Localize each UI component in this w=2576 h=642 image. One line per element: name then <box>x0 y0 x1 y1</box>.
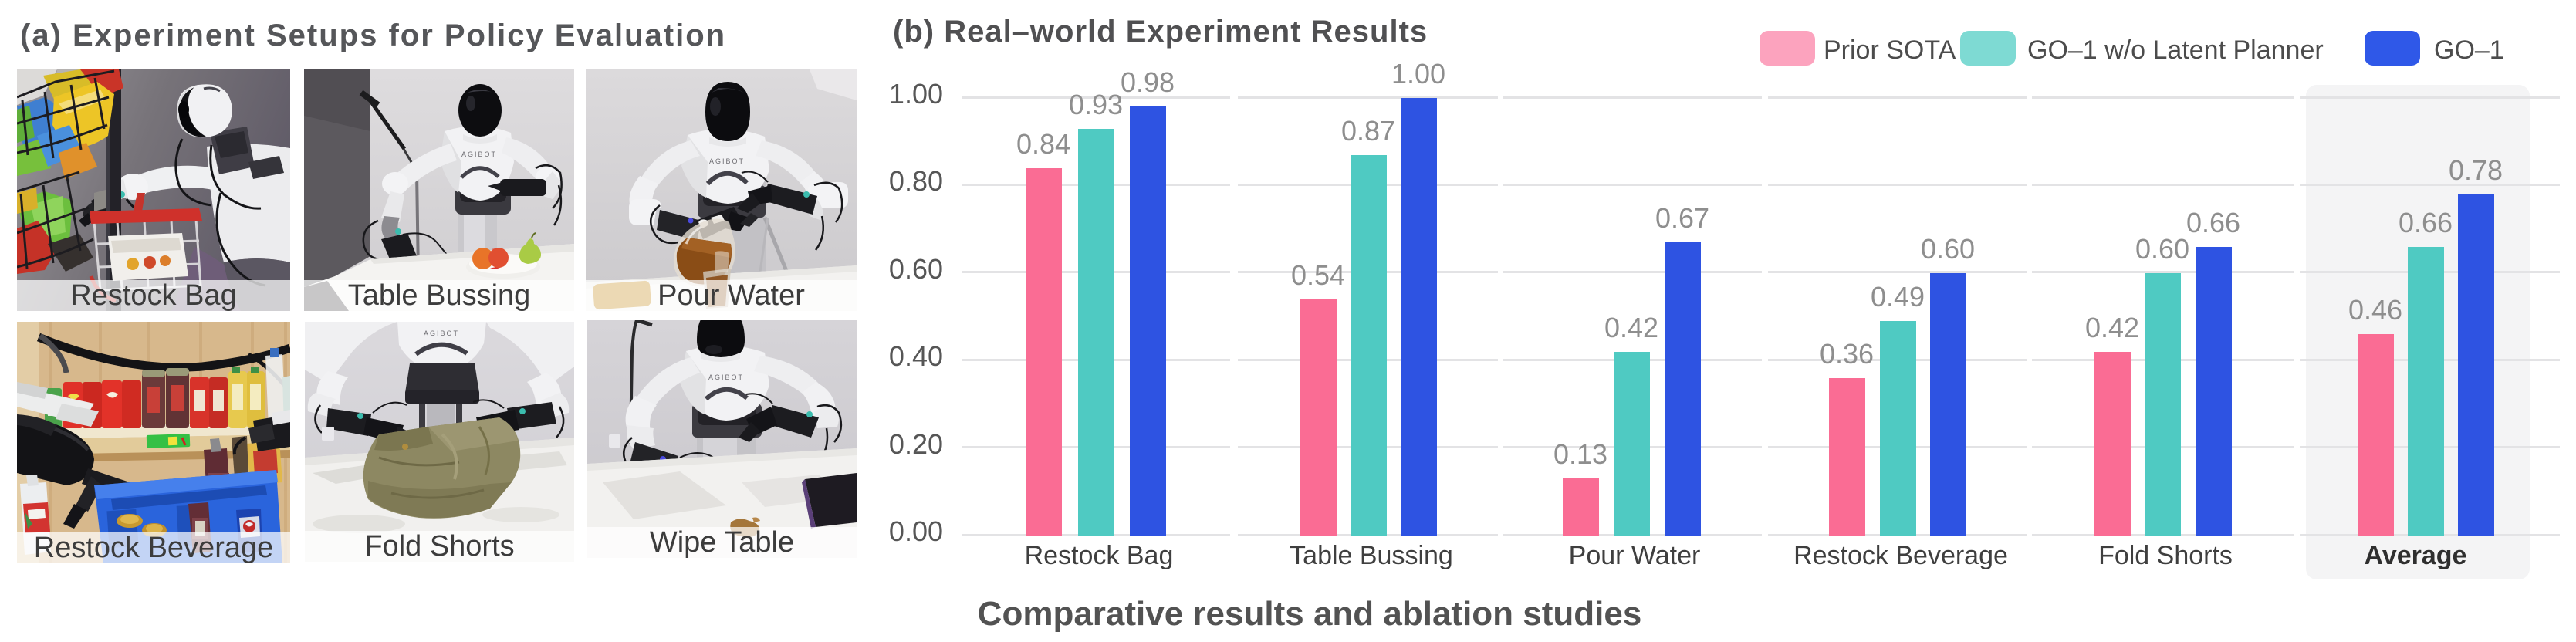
svg-text:AGIBOT: AGIBOT <box>461 150 497 158</box>
svg-text:AGIBOT: AGIBOT <box>708 373 744 381</box>
svg-text:AGIBOT: AGIBOT <box>709 157 745 165</box>
svg-text:AGIBOT: AGIBOT <box>424 329 459 337</box>
